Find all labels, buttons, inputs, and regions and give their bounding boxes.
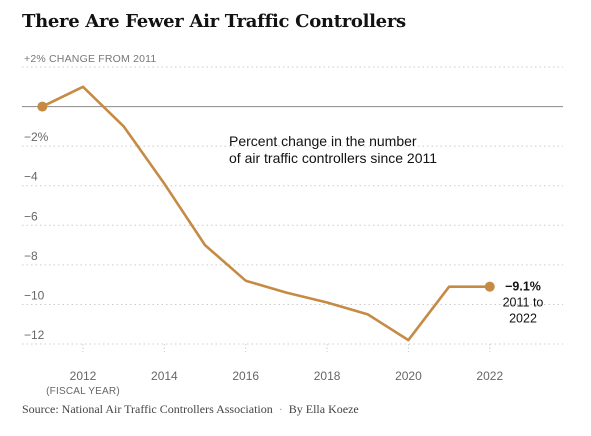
series-points — [37, 101, 495, 292]
byline: By Ella Koeze — [288, 402, 359, 416]
series-line — [41, 85, 492, 342]
annotation-line-2: of air traffic controllers since 2011 — [229, 150, 437, 166]
x-tick-label: 2012 — [70, 369, 97, 383]
x-tick-label: 2016 — [232, 369, 259, 383]
x-tick-label: 2014 — [151, 369, 178, 383]
footer-separator: · — [278, 402, 283, 416]
x-tick-label: 2022 — [476, 369, 503, 383]
y-tick-label: −2% — [24, 130, 49, 144]
y-tick-label: +2% CHANGE FROM 2011 — [24, 53, 156, 65]
x-axis-ticks: 2012 2014 2016 2018 2020 2022 — [70, 369, 504, 383]
source-note: Source: National Air Traffic Controllers… — [22, 402, 273, 416]
gridlines — [22, 66, 563, 352]
y-tick-label: −4 — [24, 170, 38, 184]
y-tick-label: −8 — [24, 249, 38, 263]
x-tick-label: 2020 — [395, 369, 422, 383]
end-label-value: −9.1% — [505, 280, 541, 294]
y-tick-label: −12 — [24, 328, 45, 342]
end-label-range-start: 2011 to — [503, 296, 544, 310]
y-tick-label: −6 — [24, 209, 38, 223]
end-label-range-end: 2022 — [509, 312, 537, 326]
x-tick-label: 2018 — [314, 369, 341, 383]
chart-title: There Are Fewer Air Traffic Controllers — [22, 11, 406, 32]
footer: Source: National Air Traffic Controllers… — [22, 402, 359, 417]
y-axis-ticks: +2% CHANGE FROM 2011 −2% −4 −6 −8 −10 −12 — [24, 53, 156, 342]
end-point — [484, 281, 495, 292]
annotation-line-1: Percent change in the number — [229, 133, 417, 149]
y-tick-label: −10 — [24, 288, 45, 302]
x-axis-unit-label: (FISCAL YEAR) — [46, 386, 120, 397]
start-point — [37, 101, 48, 112]
